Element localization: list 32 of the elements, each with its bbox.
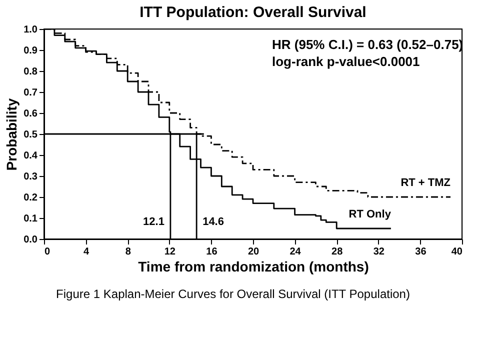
y-axis-title: Probability (4, 98, 20, 171)
y-tick-label: 0.5 (24, 130, 38, 140)
x-tick-label: 36 (415, 246, 427, 258)
y-tick-label: 0.7 (24, 88, 38, 98)
x-tick-label: 4 (84, 246, 90, 258)
x-tick-label: 12 (164, 246, 176, 258)
x-tick-label: 40 (451, 246, 463, 258)
annotation: log-rank p-value<0.0001 (272, 54, 420, 69)
y-tick-label: 0.9 (24, 46, 38, 56)
caption: Figure 1 Kaplan-Meier Curves for Overall Survival (ITT Population) (56, 287, 410, 301)
y-tick-label: 0.6 (24, 108, 38, 120)
x-tick-label: 16 (206, 246, 218, 258)
y-tick-label: 0.2 (24, 192, 38, 204)
x-tick-label: 20 (248, 246, 260, 258)
y-tick-label: 0.1 (24, 214, 38, 224)
x-tick-label: 28 (332, 246, 344, 258)
x-tick-label: 0 (44, 246, 50, 258)
y-tick-label: 0.0 (24, 234, 38, 246)
y-tick-label: 1.0 (24, 24, 38, 36)
annotation: 12.1 (143, 216, 164, 228)
x-tick-label: 32 (373, 246, 385, 258)
y-tick-label: 0.8 (24, 66, 38, 78)
annotation: HR (95% C.I.) = 0.63 (0.52–0.75) (272, 37, 464, 52)
x-tick-label: 8 (125, 246, 132, 258)
y-tick-label: 0.4 (24, 150, 38, 162)
x-axis-title: Time from randomization (months) (138, 258, 369, 274)
series-label: RT + TMZ (400, 177, 451, 189)
annotation: 14.6 (202, 216, 224, 228)
y-tick-label: 0.3 (24, 172, 38, 182)
x-tick-label: 24 (290, 246, 302, 258)
chart-title: ITT Population: Overall Survival (140, 4, 366, 21)
series-label: RT Only (348, 208, 392, 220)
